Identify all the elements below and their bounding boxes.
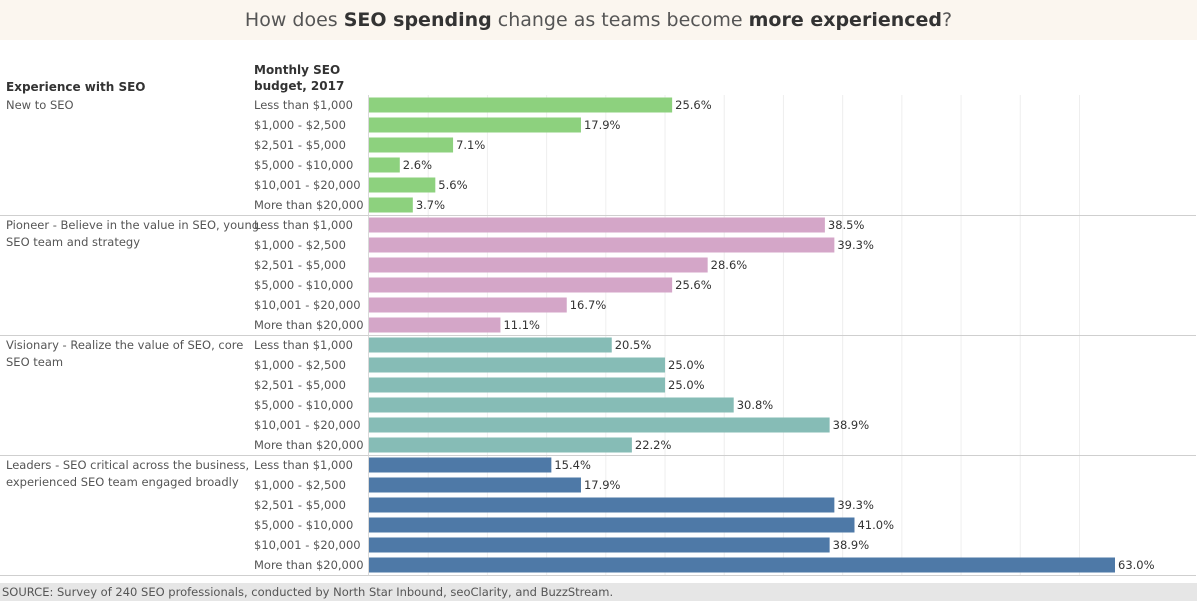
group-label: experienced SEO team engaged broadly: [6, 475, 239, 489]
category-label: $10,001 - $20,000: [254, 298, 361, 312]
data-label: 39.3%: [837, 238, 874, 252]
category-label: More than $20,000: [254, 438, 364, 452]
title-part-2: change as teams become: [491, 9, 749, 31]
data-label: 28.6%: [711, 258, 748, 272]
data-label: 39.3%: [837, 498, 874, 512]
bar: [369, 337, 612, 353]
category-label: $1,000 - $2,500: [254, 478, 346, 492]
category-label: $1,000 - $2,500: [254, 238, 346, 252]
data-label: 7.1%: [456, 138, 485, 152]
bar: [369, 237, 835, 253]
category-label: More than $20,000: [254, 558, 364, 572]
title-part-1: SEO spending: [343, 9, 492, 31]
title-part-4: ?: [942, 9, 953, 31]
bar: [369, 537, 830, 553]
bar: [369, 137, 454, 153]
data-label: 15.4%: [554, 458, 591, 472]
category-label: $10,001 - $20,000: [254, 418, 361, 432]
data-label: 38.9%: [833, 418, 870, 432]
bar: [369, 197, 413, 213]
data-label: 17.9%: [584, 478, 621, 492]
data-label: 5.6%: [438, 178, 467, 192]
category-label: More than $20,000: [254, 198, 364, 212]
group-label: Pioneer - Believe in the value in SEO, y…: [6, 218, 259, 232]
group-label: Leaders - SEO critical across the busine…: [6, 458, 249, 472]
data-label: 16.7%: [570, 298, 607, 312]
category-label: $5,000 - $10,000: [254, 518, 353, 532]
bar: [369, 297, 567, 313]
category-label: $2,501 - $5,000: [254, 498, 346, 512]
data-label: 38.9%: [833, 538, 870, 552]
bar: [369, 437, 632, 453]
category-label: $2,501 - $5,000: [254, 258, 346, 272]
bar: [369, 177, 436, 193]
title-part-0: How does: [244, 9, 344, 31]
data-label: 11.1%: [503, 318, 540, 332]
category-label: More than $20,000: [254, 318, 364, 332]
category-label: Less than $1,000: [254, 458, 353, 472]
data-label: 20.5%: [615, 338, 652, 352]
category-label: $1,000 - $2,500: [254, 358, 346, 372]
bar: [369, 217, 825, 233]
group-label: New to SEO: [6, 98, 74, 112]
group-label: Visionary - Realize the value of SEO, co…: [6, 338, 243, 352]
data-label: 25.0%: [668, 358, 705, 372]
bar: [369, 497, 835, 513]
group-label: SEO team and strategy: [6, 235, 140, 249]
category-label: Less than $1,000: [254, 218, 353, 232]
category-label: $5,000 - $10,000: [254, 158, 353, 172]
data-label: 25.6%: [675, 278, 712, 292]
category-label: $2,501 - $5,000: [254, 138, 346, 152]
data-label: 25.6%: [675, 98, 712, 112]
bar: [369, 117, 581, 133]
data-label: 25.0%: [668, 378, 705, 392]
data-label: 17.9%: [584, 118, 621, 132]
data-label: 2.6%: [403, 158, 432, 172]
bar: [369, 317, 501, 333]
group-label: SEO team: [6, 355, 63, 369]
title-part-3: more experienced: [748, 9, 942, 31]
budget-header-line2: budget, 2017: [254, 79, 345, 93]
bar: [369, 417, 830, 433]
category-label: $10,001 - $20,000: [254, 178, 361, 192]
source-note: SOURCE: Survey of 240 SEO professionals,…: [0, 583, 1197, 601]
bar: [369, 357, 666, 373]
bar: [369, 97, 673, 113]
data-label: 41.0%: [857, 518, 894, 532]
data-label: 63.0%: [1118, 558, 1155, 572]
bar: [369, 157, 400, 173]
bar: [369, 557, 1115, 573]
category-label: $5,000 - $10,000: [254, 398, 353, 412]
experience-header: Experience with SEO: [6, 80, 146, 94]
category-label: Less than $1,000: [254, 338, 353, 352]
budget-header: Monthly SEO budget, 2017: [254, 62, 354, 94]
category-label: $10,001 - $20,000: [254, 538, 361, 552]
bar: [369, 277, 673, 293]
data-label: 38.5%: [828, 218, 865, 232]
data-label: 30.8%: [737, 398, 774, 412]
bar: [369, 377, 666, 393]
category-label: $2,501 - $5,000: [254, 378, 346, 392]
bar: [369, 397, 734, 413]
bar: [369, 517, 855, 533]
chart-title: How does SEO spending change as teams be…: [0, 0, 1197, 40]
category-label: $5,000 - $10,000: [254, 278, 353, 292]
bar: [369, 257, 708, 273]
category-label: Less than $1,000: [254, 98, 353, 112]
data-label: 22.2%: [635, 438, 672, 452]
budget-header-line1: Monthly SEO: [254, 63, 341, 77]
category-label: $1,000 - $2,500: [254, 118, 346, 132]
bar: [369, 457, 552, 473]
bar: [369, 477, 581, 493]
data-label: 3.7%: [416, 198, 445, 212]
